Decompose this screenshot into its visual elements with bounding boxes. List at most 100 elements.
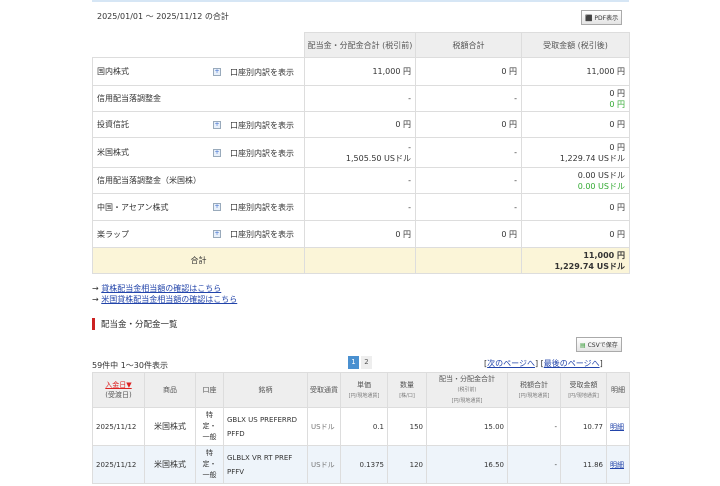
detail-link[interactable]: 明細 — [610, 422, 624, 431]
top-border — [92, 0, 629, 2]
net: 0 円 — [609, 229, 625, 239]
net: 0 円 — [609, 88, 625, 98]
summary-row: 中国・アセアン株式 + 口座別内訳を表示 - - 0 円 — [92, 193, 630, 221]
net-sub: 0 円 — [609, 99, 625, 109]
gross: 0 円 — [395, 229, 411, 239]
lending-dividend-link[interactable]: 貸株配当金相当額の確認はこちら — [101, 284, 222, 293]
us-lending-dividend-link[interactable]: 米国貸株配当金相当額の確認はこちら — [101, 295, 238, 304]
detail-link[interactable]: 明細 — [610, 460, 624, 469]
net: 11.86 — [560, 445, 607, 484]
csv-button[interactable]: ▤ CSVで保存 — [576, 337, 622, 352]
summary-table: 配当金・分配金合計 (税引前) 税額合計 受取金額 (税引後) 国内株式 + 口座別… — [92, 32, 630, 274]
tax: 0 円 — [415, 111, 522, 138]
header-detail: 明細 — [606, 372, 630, 408]
tax: - — [415, 137, 522, 168]
expand-icon[interactable]: + — [213, 120, 221, 129]
net: 10.77 — [560, 407, 607, 446]
tax: - — [507, 407, 561, 446]
pdf-button-label: PDF表示 — [594, 15, 619, 22]
tax: - — [415, 85, 522, 112]
result-count: 59件中 1〜30件表示 — [92, 361, 168, 370]
links: → 貸株配当金相当額の確認はこちら → 米国貸株配当金相当額の確認はこちら — [92, 284, 238, 304]
row-label: 楽ラップ — [97, 229, 129, 239]
expand-icon[interactable]: + — [213, 148, 221, 157]
header-tax: 税額合計 [円/現地通貨] — [507, 372, 561, 408]
list-title: 配当金・分配金一覧 — [92, 318, 178, 330]
row-label: 中国・アセアン株式 — [97, 202, 169, 212]
product: 米国株式 — [144, 407, 196, 446]
expand-icon[interactable]: + — [213, 230, 221, 238]
csv-button-label: CSVで保存 — [587, 342, 618, 349]
account: 特定・一般 — [195, 445, 224, 484]
row-label: 信用配当落調整金 — [97, 94, 161, 103]
header-net: 受取金額 [円/現地通貨] — [560, 372, 607, 408]
show-breakdown-link[interactable]: 口座別内訳を表示 — [230, 67, 294, 77]
show-breakdown-link[interactable]: 口座別内訳を表示 — [230, 230, 294, 239]
dividend-list-table: 入金日▼ (受渡日) 商品 口座 銘柄 受取通貨 単価 [円/現地通貨] 数量 [株/… — [92, 372, 630, 484]
net: 11,000 円 — [586, 67, 625, 76]
row-label: 投資信託 — [97, 120, 129, 129]
tax: 0 円 — [415, 57, 522, 86]
page-1[interactable]: 1 — [348, 356, 359, 369]
summary-header-gross: 配当金・分配金合計 (税引前) — [304, 32, 416, 58]
summary-header-blank — [92, 32, 305, 58]
table-row: 2025/11/12 米国株式 特定・一般 GLBLX VR RT PREF PF… — [92, 445, 630, 484]
tax: - — [507, 445, 561, 484]
net: 0.00 USドル — [577, 170, 625, 180]
next-page-link[interactable]: 次のページへ — [487, 359, 535, 368]
summary-header-tax: 税額合計 — [415, 32, 522, 58]
gross: - — [408, 142, 411, 152]
header-gross: 配当・分配金合計 (税引前) [円/現地通貨] — [426, 372, 508, 408]
table-row: 2025/11/12 米国株式 特定・一般 GBLX US PREFERRD PF… — [92, 407, 630, 446]
summary-row: 信用配当落調整金（米国株） - - 0.00 USドル 0.00 USドル — [92, 167, 630, 194]
net: 0 円 — [609, 120, 625, 129]
header-qty: 数量 [株/口] — [387, 372, 427, 408]
show-breakdown-link[interactable]: 口座別内訳を表示 — [230, 203, 294, 212]
summary-row: 国内株式 + 口座別内訳を表示 11,000 円 0 円 11,000 円 — [92, 57, 630, 86]
ticker: PFFD — [227, 429, 245, 438]
header-date[interactable]: 入金日▼ (受渡日) — [92, 372, 145, 408]
security-name: GLBLX VR RT PREF — [227, 453, 293, 462]
quantity: 120 — [387, 445, 427, 484]
summary-header-net: 受取金額 (税引後) — [521, 32, 630, 58]
gross: 11,000 円 — [372, 67, 411, 76]
total-net-usd: 1,229.74 USドル — [554, 261, 625, 271]
unit-price: 0.1375 — [340, 445, 388, 484]
expand-icon[interactable]: + — [213, 67, 221, 76]
last-page-link[interactable]: 最後のページへ — [543, 359, 600, 368]
header-unit: 単価 [円/現地通貨] — [340, 372, 388, 408]
gross: 16.50 — [426, 445, 508, 484]
expand-icon[interactable]: + — [213, 203, 221, 211]
show-breakdown-link[interactable]: 口座別内訳を表示 — [230, 120, 294, 130]
gross: - — [408, 202, 411, 212]
tax: - — [415, 167, 522, 194]
net: 0 円 — [609, 202, 625, 212]
summary-row: 楽ラップ + 口座別内訳を表示 0 円 0 円 0 円 — [92, 220, 630, 248]
total-net: 11,000 円 — [583, 250, 625, 260]
date: 2025/11/12 — [92, 407, 145, 446]
gross: - — [408, 94, 411, 103]
show-breakdown-link[interactable]: 口座別内訳を表示 — [230, 148, 294, 158]
gross-usd: 1,505.50 USドル — [345, 153, 411, 163]
unit-price: 0.1 — [340, 407, 388, 446]
tax: 0 円 — [415, 220, 522, 248]
net: 0 円 — [609, 142, 625, 152]
summary-row: 投資信託 + 口座別内訳を表示 0 円 0 円 0 円 — [92, 111, 630, 138]
tax: - — [415, 193, 522, 221]
pdf-icon: ⬛ — [585, 15, 593, 22]
gross: 15.00 — [426, 407, 508, 446]
account: 特定・一般 — [195, 407, 224, 446]
csv-icon: ▤ — [580, 342, 586, 349]
net-sub: 1,229.74 USドル — [559, 153, 625, 163]
gross: - — [408, 176, 411, 185]
net-sub: 0.00 USドル — [577, 181, 625, 191]
pdf-button[interactable]: ⬛ PDF表示 — [581, 10, 623, 25]
product: 米国株式 — [144, 445, 196, 484]
header-account: 口座 — [195, 372, 224, 408]
row-label: 信用配当落調整金（米国株） — [97, 176, 201, 185]
page-2[interactable]: 2 — [361, 356, 372, 369]
header-name: 銘柄 — [223, 372, 308, 408]
gross: 0 円 — [395, 120, 411, 129]
quantity: 150 — [387, 407, 427, 446]
